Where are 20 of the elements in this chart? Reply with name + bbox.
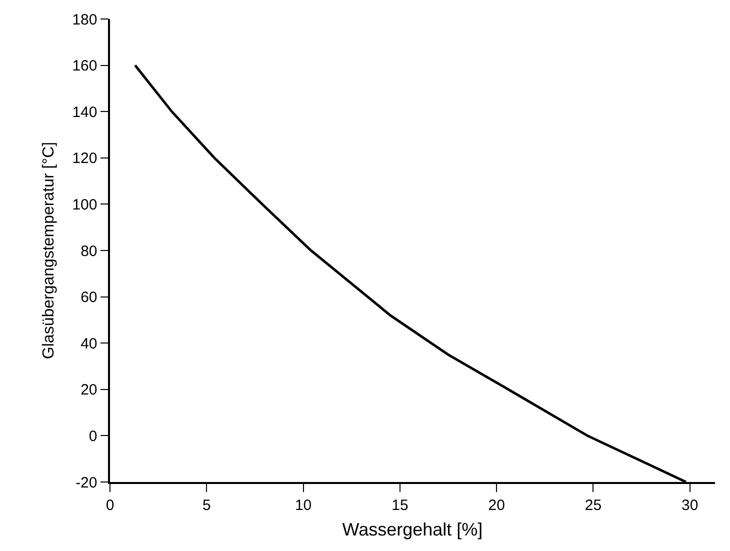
y-tick-label: 60 bbox=[80, 289, 98, 306]
x-tick-label: 5 bbox=[202, 496, 211, 514]
x-axis-title: Wassergehalt [%] bbox=[342, 519, 483, 540]
x-tick-label: 25 bbox=[584, 496, 602, 514]
y-tick-label: 40 bbox=[80, 335, 98, 352]
y-tick-label: 80 bbox=[80, 242, 98, 260]
y-axis-title: Glasübergangstemperatur [°C] bbox=[40, 142, 58, 360]
y-tick-label: 20 bbox=[80, 382, 98, 399]
x-tick-label: 30 bbox=[682, 496, 698, 514]
y-tick-label: 120 bbox=[72, 150, 98, 168]
y-tick-label: -20 bbox=[76, 474, 98, 492]
y-tick-label: 100 bbox=[72, 196, 98, 214]
x-tick-label: 15 bbox=[392, 496, 408, 514]
y-tick-label: 140 bbox=[72, 104, 98, 121]
x-tick-label: 10 bbox=[294, 496, 312, 514]
y-tick-label: 160 bbox=[72, 58, 98, 75]
y-tick-label: 180 bbox=[72, 11, 98, 28]
y-tick-label: 0 bbox=[88, 428, 98, 445]
x-tick-label: 20 bbox=[488, 496, 505, 514]
x-tick-label: 0 bbox=[106, 496, 114, 514]
